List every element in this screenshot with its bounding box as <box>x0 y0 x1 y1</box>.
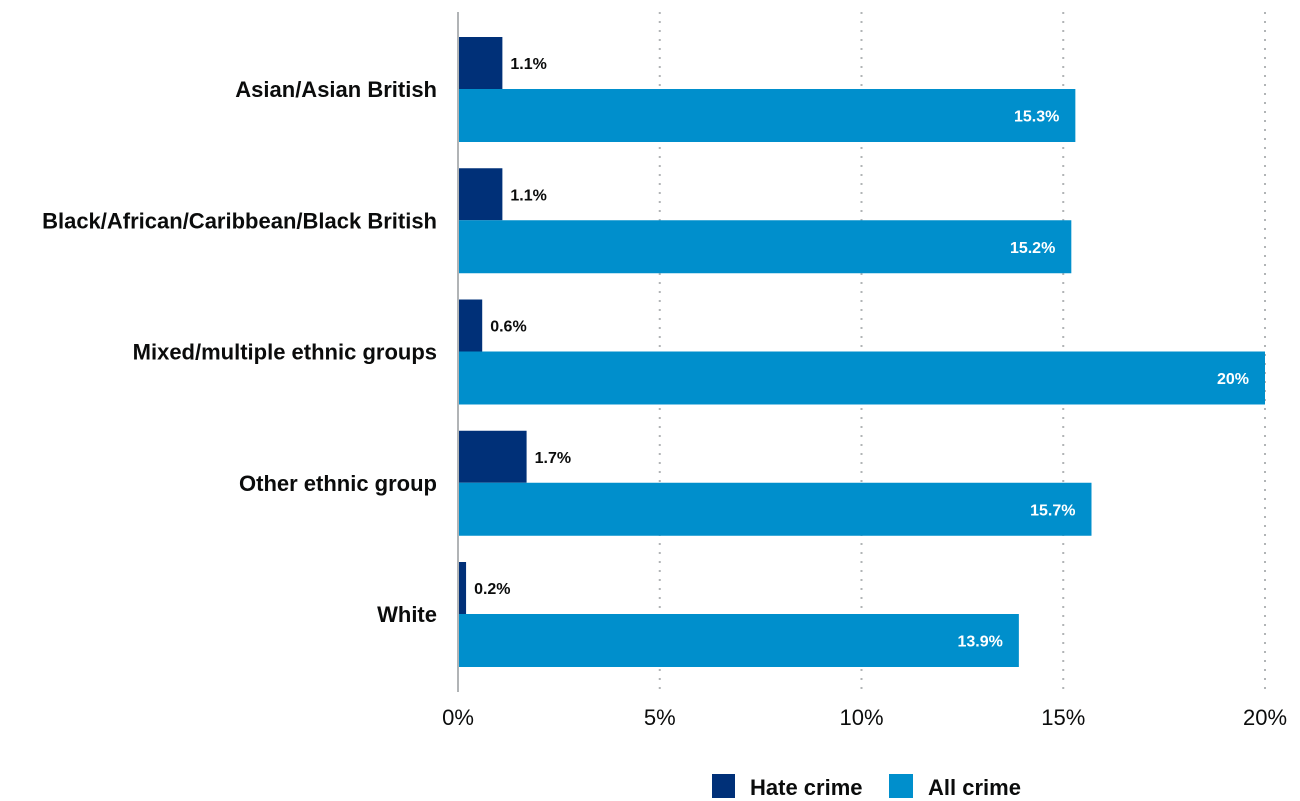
category-labels: Asian/Asian British Black/African/Caribbe… <box>42 77 437 627</box>
category-label: Black/African/Caribbean/Black British <box>42 208 437 233</box>
legend-label-hate-crime: Hate crime <box>750 775 863 800</box>
x-tick-label: 5% <box>644 705 676 730</box>
legend-label-all-crime: All crime <box>928 775 1021 800</box>
bar-hate-crime <box>458 430 527 483</box>
data-label-hate-crime: 1.1% <box>510 187 546 204</box>
data-label-hate-crime: 1.1% <box>510 56 546 73</box>
bar-all-crime <box>458 89 1076 142</box>
x-tick-label: 15% <box>1041 705 1085 730</box>
data-label-hate-crime: 0.6% <box>490 319 526 336</box>
bar-all-crime <box>458 351 1265 405</box>
category-label: White <box>377 602 437 627</box>
legend-swatch-hate-crime <box>712 774 735 798</box>
category-label: Asian/Asian British <box>235 77 437 102</box>
data-label-all-crime: 15.7% <box>1030 502 1075 519</box>
data-label-hate-crime: 1.7% <box>535 450 571 467</box>
bars: 1.1% 15.3% 1.1% 15.2% 0.6% 20% 1.7% 15.7% 0.2% 13… <box>458 37 1265 667</box>
data-label-all-crime: 15.2% <box>1010 240 1055 257</box>
bar-all-crime <box>458 614 1019 667</box>
data-label-hate-crime: 0.2% <box>474 581 510 598</box>
x-tick-label: 0% <box>442 705 474 730</box>
legend-swatch-all-crime <box>889 774 913 798</box>
bar-hate-crime <box>458 299 483 352</box>
bar-hate-crime <box>458 37 503 89</box>
x-axis-ticks: 0% 5% 10% 15% 20% <box>442 705 1287 730</box>
bar-all-crime <box>458 220 1072 274</box>
x-tick-label: 10% <box>839 705 883 730</box>
x-tick-label: 20% <box>1243 705 1287 730</box>
bar-hate-crime <box>458 562 467 614</box>
bar-hate-crime <box>458 168 503 221</box>
legend: Hate crime All crime <box>712 774 1021 800</box>
category-label: Mixed/multiple ethnic groups <box>133 340 437 365</box>
data-label-all-crime: 13.9% <box>957 634 1002 651</box>
data-label-all-crime: 15.3% <box>1014 109 1059 126</box>
data-label-all-crime: 20% <box>1217 371 1249 388</box>
category-label: Other ethnic group <box>239 471 437 496</box>
bar-all-crime <box>458 482 1092 536</box>
